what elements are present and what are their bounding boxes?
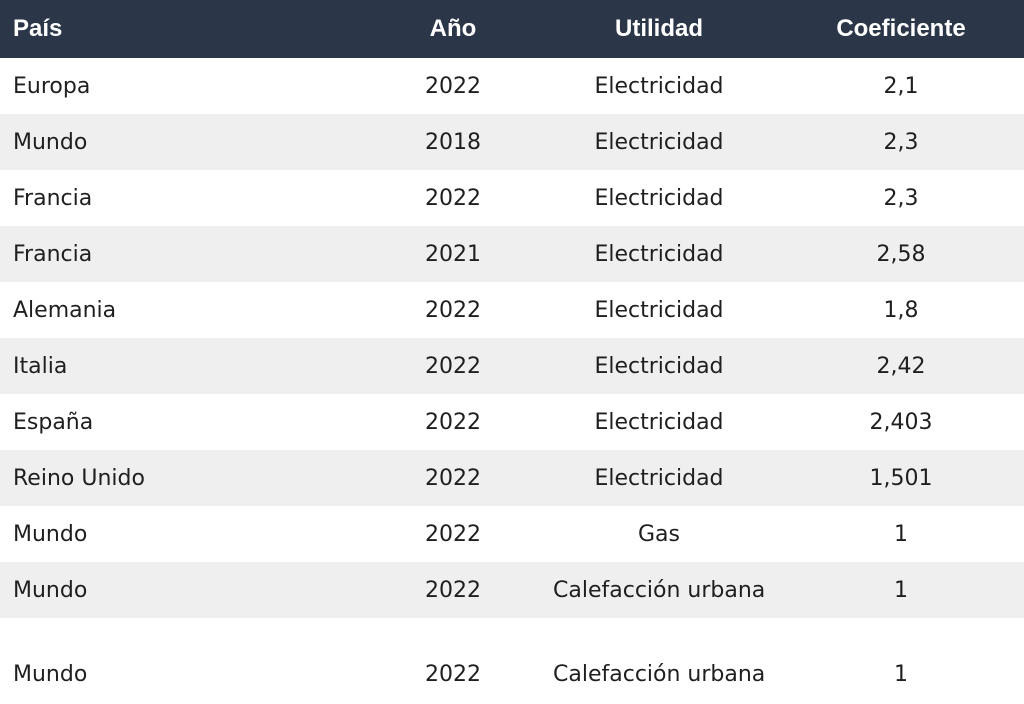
cell-year: 2022 bbox=[353, 338, 553, 394]
cell-year: 2022 bbox=[353, 506, 553, 562]
cell-year: 2022 bbox=[353, 58, 553, 114]
cell-coefficient: 2,3 bbox=[765, 114, 1024, 170]
cell-country: Reino Unido bbox=[0, 450, 353, 506]
cell-utility: Electricidad bbox=[553, 338, 765, 394]
header-row: País Año Utilidad Coeficiente bbox=[0, 0, 1024, 58]
cell-utility: Calefacción urbana bbox=[553, 618, 765, 704]
cell-year: 2022 bbox=[353, 618, 553, 704]
cell-country: Francia bbox=[0, 170, 353, 226]
cell-utility: Electricidad bbox=[553, 114, 765, 170]
cell-country: Alemania bbox=[0, 282, 353, 338]
header-country: País bbox=[0, 0, 353, 58]
cell-utility: Electricidad bbox=[553, 170, 765, 226]
cell-country: Francia bbox=[0, 226, 353, 282]
cell-year: 2022 bbox=[353, 394, 553, 450]
cell-country: España bbox=[0, 394, 353, 450]
cell-year: 2018 bbox=[353, 114, 553, 170]
cell-coefficient: 2,1 bbox=[765, 58, 1024, 114]
table-row: Francia 2021 Electricidad 2,58 bbox=[0, 226, 1024, 282]
table-header: País Año Utilidad Coeficiente bbox=[0, 0, 1024, 58]
table-row: Mundo 2022 Calefacción urbana 1 bbox=[0, 618, 1024, 704]
cell-country: Mundo bbox=[0, 506, 353, 562]
cell-utility: Calefacción urbana bbox=[553, 562, 765, 618]
cell-coefficient: 1,8 bbox=[765, 282, 1024, 338]
cell-country: Mundo bbox=[0, 114, 353, 170]
cell-year: 2022 bbox=[353, 282, 553, 338]
cell-year: 2022 bbox=[353, 450, 553, 506]
table-row: Mundo 2018 Electricidad 2,3 bbox=[0, 114, 1024, 170]
table-row: Europa 2022 Electricidad 2,1 bbox=[0, 58, 1024, 114]
cell-coefficient: 2,403 bbox=[765, 394, 1024, 450]
table-row: Mundo 2022 Calefacción urbana 1 bbox=[0, 562, 1024, 618]
cell-utility: Electricidad bbox=[553, 58, 765, 114]
cell-coefficient: 1 bbox=[765, 562, 1024, 618]
cell-year: 2022 bbox=[353, 562, 553, 618]
cell-year: 2021 bbox=[353, 226, 553, 282]
cell-coefficient: 1 bbox=[765, 618, 1024, 704]
table-row: Francia 2022 Electricidad 2,3 bbox=[0, 170, 1024, 226]
table-row: España 2022 Electricidad 2,403 bbox=[0, 394, 1024, 450]
cell-utility: Electricidad bbox=[553, 394, 765, 450]
cell-year: 2022 bbox=[353, 170, 553, 226]
cell-utility: Gas bbox=[553, 506, 765, 562]
cell-utility: Electricidad bbox=[553, 450, 765, 506]
table-body: Europa 2022 Electricidad 2,1 Mundo 2018 … bbox=[0, 58, 1024, 704]
table-row: Italia 2022 Electricidad 2,42 bbox=[0, 338, 1024, 394]
cell-utility: Electricidad bbox=[553, 282, 765, 338]
cell-coefficient: 1 bbox=[765, 506, 1024, 562]
table-row: Reino Unido 2022 Electricidad 1,501 bbox=[0, 450, 1024, 506]
table-row: Alemania 2022 Electricidad 1,8 bbox=[0, 282, 1024, 338]
cell-coefficient: 1,501 bbox=[765, 450, 1024, 506]
cell-country: Italia bbox=[0, 338, 353, 394]
cell-utility: Electricidad bbox=[553, 226, 765, 282]
cell-country: Europa bbox=[0, 58, 353, 114]
cell-coefficient: 2,3 bbox=[765, 170, 1024, 226]
cell-coefficient: 2,42 bbox=[765, 338, 1024, 394]
cell-country: Mundo bbox=[0, 618, 353, 704]
table-row: Mundo 2022 Gas 1 bbox=[0, 506, 1024, 562]
header-utility: Utilidad bbox=[553, 0, 765, 58]
cell-country: Mundo bbox=[0, 562, 353, 618]
header-year: Año bbox=[353, 0, 553, 58]
header-coefficient: Coeficiente bbox=[765, 0, 1024, 58]
cell-coefficient: 2,58 bbox=[765, 226, 1024, 282]
